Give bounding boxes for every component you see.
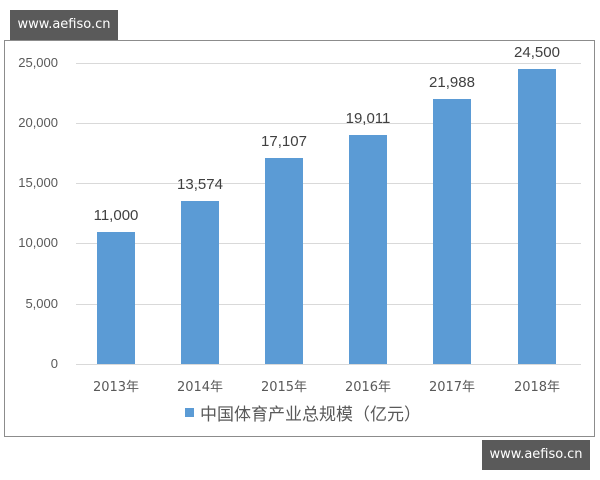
value-label: 17,107	[261, 133, 307, 150]
bar-2016	[349, 135, 387, 364]
y-tick-label: 20,000	[18, 115, 58, 130]
x-tick-label: 2018年	[513, 380, 561, 395]
value-label: 11,000	[93, 207, 139, 224]
x-tick-label: 2015年	[260, 380, 308, 395]
bar-2018	[518, 69, 556, 364]
gridline-15000	[76, 183, 581, 184]
value-label: 21,988	[429, 74, 475, 91]
bar-2014	[181, 201, 219, 364]
y-tick-label: 10,000	[18, 235, 58, 250]
chart-legend: 中国体育产业总规模（亿元）	[185, 400, 421, 425]
gridline-20000	[76, 123, 581, 124]
y-tick-label: 5,000	[25, 296, 58, 311]
watermark-bottom: www.aefiso.cn	[482, 440, 590, 470]
y-tick-label: 25,000	[18, 55, 58, 70]
value-label: 19,011	[345, 110, 391, 127]
x-tick-label: 2013年	[92, 380, 140, 395]
x-tick-label: 2016年	[344, 380, 392, 395]
gridline-25000	[76, 63, 581, 64]
bar-2017	[433, 99, 471, 364]
x-tick-label: 2014年	[176, 380, 224, 395]
legend-label: 中国体育产业总规模（亿元）	[200, 405, 421, 425]
bar-2015	[265, 158, 303, 364]
value-label: 24,500	[514, 44, 560, 61]
watermark-top: www.aefiso.cn	[10, 10, 118, 40]
x-tick-label: 2017年	[428, 380, 476, 395]
bar-2013	[97, 232, 135, 364]
gridline-10000	[76, 243, 581, 244]
value-label: 13,574	[177, 176, 223, 193]
y-tick-label: 15,000	[18, 175, 58, 190]
y-tick-label: 0	[50, 356, 58, 371]
gridline-5000	[76, 304, 581, 305]
legend-swatch-icon	[185, 408, 194, 417]
gridline-0	[76, 364, 581, 365]
